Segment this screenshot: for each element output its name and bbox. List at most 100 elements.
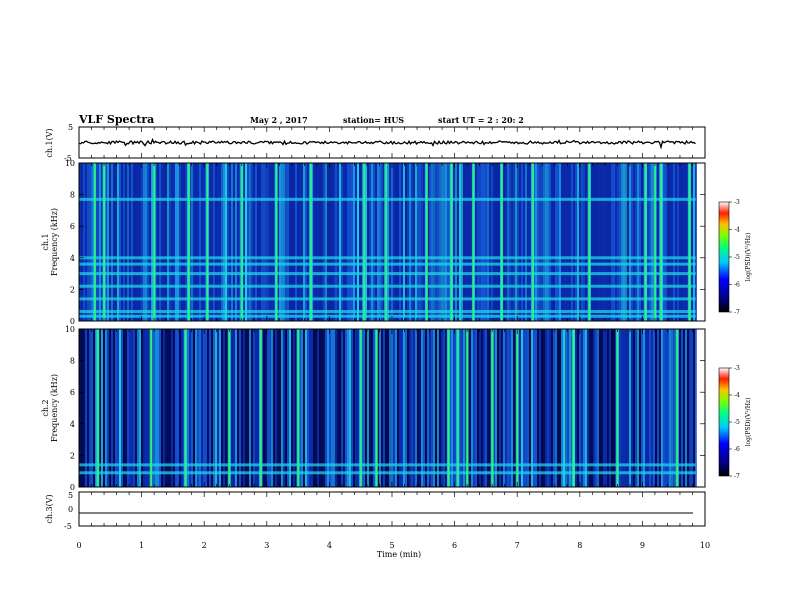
- spectrogram-band: [79, 272, 696, 276]
- y-tick-label: 0: [70, 317, 75, 326]
- spectrogram-column: [407, 329, 409, 487]
- spectrogram-column: [181, 329, 183, 487]
- spectrogram-column: [231, 329, 233, 487]
- spectrogram-column: [631, 329, 633, 487]
- spectrogram-column: [369, 329, 371, 487]
- spectrogram-column: [123, 163, 125, 321]
- spectrogram-column: [117, 329, 119, 487]
- spectrogram-column: [205, 329, 207, 487]
- spectrogram-column: [343, 163, 345, 321]
- spectrogram-column: [351, 163, 353, 321]
- spectrogram-column: [339, 329, 341, 487]
- spectrogram-column: [521, 163, 523, 321]
- spectrogram-column: [389, 163, 391, 321]
- spectrogram-column: [439, 163, 441, 321]
- spectrogram-column: [253, 329, 255, 487]
- spectrogram-column: [567, 329, 569, 487]
- colorbar-tick-label: -3: [734, 365, 740, 372]
- spectrogram-column: [295, 329, 297, 487]
- spectrogram-column: [679, 163, 681, 321]
- spectrogram-burst-core: [153, 163, 156, 321]
- spectrogram-burst-core: [573, 329, 575, 487]
- spectrogram-column: [83, 329, 85, 487]
- ch3-ytick-top: 5: [68, 491, 73, 500]
- spectrogram-column: [105, 163, 107, 321]
- spectrogram-column: [187, 329, 189, 487]
- spectrogram-column: [525, 163, 527, 321]
- spectrogram-column: [537, 329, 539, 487]
- spectrogram-column: [617, 163, 619, 321]
- spectrogram-column: [435, 163, 437, 321]
- spectrogram-column: [657, 329, 659, 487]
- spectrogram-column: [143, 329, 145, 487]
- spectrogram-column: [333, 329, 335, 487]
- spectrogram-column: [661, 329, 663, 487]
- spectrogram-column: [171, 163, 173, 321]
- spectrogram-band: [79, 314, 696, 318]
- spectrogram-column: [387, 163, 389, 321]
- spectrogram-column: [635, 163, 637, 321]
- spectrogram-column: [223, 163, 225, 321]
- spectrogram-column: [145, 329, 147, 487]
- spectrogram-column: [193, 163, 195, 321]
- spectrogram-burst-core: [660, 163, 663, 321]
- spectrogram-column: [675, 163, 677, 321]
- spectrogram-column: [297, 163, 299, 321]
- spectrogram-column: [357, 329, 359, 487]
- spectrogram-column: [507, 163, 509, 321]
- spectrogram-column: [621, 329, 623, 487]
- spectrogram-column: [371, 163, 373, 321]
- spectrogram-column: [683, 163, 685, 321]
- spectrogram-column: [443, 329, 445, 487]
- spectrogram-burst-core: [688, 163, 691, 321]
- spectrogram-column: [527, 163, 529, 321]
- spectrogram-column: [419, 329, 421, 487]
- spectrogram-column: [593, 329, 595, 487]
- spectrogram-column: [359, 163, 361, 321]
- x-tick-label: 0: [76, 541, 81, 550]
- spectrogram-column: [129, 163, 131, 321]
- spectrogram-column: [381, 329, 383, 487]
- spectrogram-column: [487, 163, 489, 321]
- spectrogram-column: [159, 163, 161, 321]
- spectrogram-column: [425, 329, 427, 487]
- spectrogram-column: [389, 329, 391, 487]
- spectrogram-burst-core: [375, 329, 378, 487]
- spectrogram-column: [111, 163, 113, 321]
- spectrogram-column: [441, 163, 443, 321]
- spectrogram-column: [261, 163, 263, 321]
- spectrogram-column: [525, 329, 527, 487]
- spectrogram-column: [535, 163, 537, 321]
- spectrogram-column: [265, 329, 267, 487]
- spectrogram-column: [583, 163, 585, 321]
- spectrogram-burst-core: [297, 329, 300, 487]
- spectrogram-column: [155, 329, 157, 487]
- spectrogram-column: [235, 163, 237, 321]
- spectrogram-column: [349, 163, 351, 321]
- spectrogram-column: [327, 163, 329, 321]
- x-tick-label: 4: [327, 541, 332, 550]
- x-tick-label: 7: [515, 541, 520, 550]
- ch2-spectrogram-panel: 0 2 4 6 8 10 ch.2 Frequency (kHz): [41, 325, 706, 492]
- spectrogram-column: [265, 163, 267, 321]
- spectrogram-column: [559, 329, 561, 487]
- spectrogram-column: [683, 329, 685, 487]
- spectrogram-burst-core: [184, 329, 187, 487]
- spectrogram-column: [651, 329, 653, 487]
- spectrogram-column: [179, 329, 181, 487]
- spectrogram-column: [317, 329, 319, 487]
- spectrogram-column: [335, 163, 337, 321]
- ch2-colorbar: -3 -4 -5 -6 -7 log(PSD)(V²/Hz): [718, 365, 752, 480]
- spectrogram-column: [647, 329, 649, 487]
- spectrogram-column: [415, 163, 417, 321]
- ch1-spec-channel-label: ch.1: [41, 233, 50, 250]
- spectrogram-column: [275, 329, 277, 487]
- spectrogram-column: [589, 329, 591, 487]
- ch1-ylabel: ch.1(V): [45, 128, 54, 157]
- spectrogram-column: [515, 163, 517, 321]
- ch2-spec-channel-label: ch.2: [41, 399, 50, 416]
- spectrogram-column: [295, 163, 297, 321]
- spectrogram-column: [519, 163, 521, 321]
- spectrogram-column: [147, 163, 149, 321]
- spectrogram-column: [377, 163, 379, 321]
